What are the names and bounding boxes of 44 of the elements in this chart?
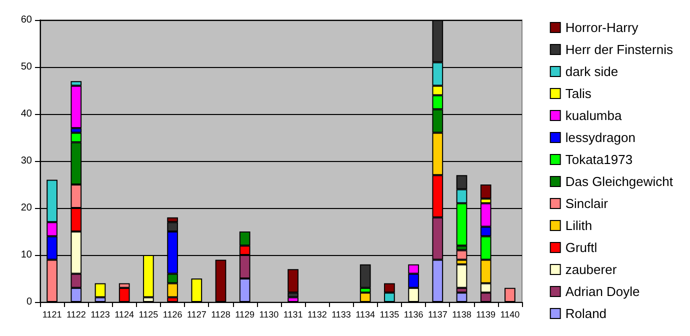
y-tick-label: 40: [20, 108, 32, 120]
bar: [504, 288, 516, 302]
y-tick-label: 20: [20, 202, 32, 214]
x-tick-label: 1128: [211, 310, 230, 320]
x-tick-label: 1121: [42, 310, 62, 320]
x-tick-label: 1139: [476, 310, 496, 320]
legend-label: Das Gleichgewicht: [565, 174, 674, 189]
y-tick-label: 0: [26, 296, 32, 308]
legend-label: Tokata1973: [565, 152, 633, 167]
legend-label: Adrian Doyle: [565, 284, 640, 299]
legend-label: lessydragon: [565, 130, 636, 145]
x-tick-label: 1129: [235, 310, 255, 320]
x-tick-label: 1122: [66, 310, 86, 320]
x-tick-label: 1123: [90, 310, 110, 320]
x-tick-label: 1127: [186, 310, 206, 320]
x-tick-label: 1136: [404, 310, 424, 320]
y-tick-label: 10: [20, 250, 32, 260]
legend-label: dark side: [565, 64, 618, 79]
legend-label: Horror-Harry: [565, 20, 639, 35]
x-tick-label: 1126: [162, 310, 182, 320]
x-tick-label: 1133: [332, 310, 351, 320]
bar: [191, 278, 202, 302]
x-tick-label: 1132: [307, 310, 327, 320]
y-tick-label: 50: [20, 62, 32, 72]
legend-label: zauberer: [565, 262, 618, 277]
legend-label: Lilith: [565, 218, 592, 233]
legend-label: Gruftl: [565, 240, 598, 255]
x-tick-label: 1131: [283, 310, 303, 320]
legend-label: Roland: [565, 306, 607, 321]
y-tick-label: 30: [20, 156, 32, 166]
legend-label: Sinclair: [565, 196, 609, 211]
x-tick-label: 1134: [356, 310, 376, 320]
x-tick-label: 1125: [138, 310, 158, 320]
legend-label: Herr der Finsternis: [565, 42, 674, 57]
bar: [215, 260, 226, 302]
x-tick-label: 1124: [114, 310, 134, 320]
legend-label: kualumba: [565, 108, 622, 123]
x-tick-label: 1137: [428, 310, 448, 320]
x-tick-label: 1135: [380, 310, 400, 320]
x-tick-label: 1130: [259, 310, 279, 320]
x-tick-label: 1138: [452, 310, 472, 320]
x-tick-label: 1140: [500, 310, 520, 320]
legend-label: Talis: [565, 86, 592, 101]
y-tick-label: 60: [20, 14, 32, 26]
